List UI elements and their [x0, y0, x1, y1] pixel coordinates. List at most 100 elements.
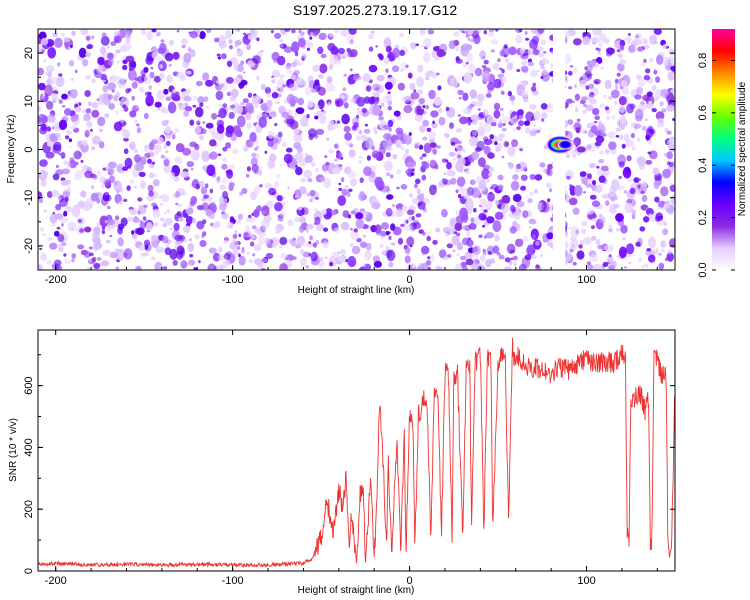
spectrogram-noise-speckle — [196, 220, 205, 230]
spectrogram-noise-speckle — [93, 262, 101, 270]
spectrogram-noise-speckle — [524, 31, 528, 35]
spectrogram-noise-speckle — [599, 33, 607, 42]
spectrogram-noise-speckle — [512, 193, 522, 203]
spectrogram-noise-speckle — [251, 225, 257, 230]
spectrogram-noise-speckle — [631, 213, 636, 218]
spectrogram-noise-speckle — [616, 255, 620, 259]
spectrogram-noise-speckle — [518, 161, 527, 171]
spectrogram-noise-speckle — [631, 209, 637, 214]
spectrogram-noise-speckle — [450, 141, 456, 146]
spectrogram-noise-speckle — [521, 60, 528, 66]
spectrogram-noise-speckle — [260, 83, 266, 90]
spectrogram-noise-speckle — [533, 124, 537, 127]
spectrogram-noise-speckle — [462, 266, 468, 270]
spectrogram-noise-speckle — [324, 155, 328, 159]
spectrogram-noise-speckle — [304, 155, 313, 164]
spectrogram-noise-speckle — [122, 59, 128, 65]
spectrogram-noise — [38, 29, 675, 270]
spectrogram-noise-speckle — [188, 238, 193, 242]
spectrogram-noise-speckle — [387, 119, 394, 128]
spectrogram-noise-speckle — [91, 146, 96, 151]
spectrogram-noise-speckle — [502, 122, 506, 127]
spectrogram-noise-speckle — [127, 33, 131, 37]
spectrogram-noise-speckle — [395, 203, 404, 211]
spectrogram-noise-speckle — [445, 159, 449, 163]
spectrogram-noise-speckle — [386, 136, 390, 141]
spectrogram-noise-speckle — [467, 29, 474, 36]
spectrogram-noise-speckle — [248, 217, 256, 223]
spectrogram-noise-speckle — [40, 123, 47, 132]
spectrogram-noise-speckle — [195, 126, 202, 135]
spectrogram-noise-speckle — [287, 118, 295, 125]
spectrogram-noise-speckle — [254, 104, 258, 109]
spectrogram-noise-speckle — [69, 88, 78, 99]
spectrogram-noise-speckle — [223, 253, 231, 260]
spectrogram-noise-speckle — [455, 210, 461, 217]
spectrogram-noise-speckle — [46, 260, 53, 265]
spectrogram-noise-speckle — [454, 223, 463, 231]
spectrogram-noise-speckle — [487, 152, 495, 159]
spectrogram-noise-speckle — [619, 117, 627, 128]
spectrogram-noise-speckle — [473, 34, 481, 45]
spectrogram-noise-speckle — [470, 38, 475, 43]
spectrogram-noise-speckle — [63, 36, 71, 43]
spectrogram-noise-speckle — [664, 257, 668, 262]
spectrogram-noise-speckle — [591, 200, 601, 207]
spectrogram-noise-speckle — [492, 62, 500, 71]
spectrogram-noise-speckle — [455, 189, 459, 194]
spectrogram-noise-speckle — [57, 247, 65, 253]
spectrogram-noise-speckle — [336, 151, 343, 160]
spectrogram-noise-speckle — [343, 73, 347, 77]
spectrogram-noise-speckle — [225, 260, 231, 264]
spectrogram-noise-speckle — [270, 29, 274, 34]
spectrogram-noise-speckle — [386, 172, 391, 177]
spectrogram-noise-speckle — [589, 194, 597, 200]
spectrogram-noise-speckle — [547, 198, 551, 203]
spectrogram-noise-speckle — [449, 77, 459, 88]
spectrogram-noise-speckle — [492, 220, 502, 233]
spectrogram-noise-speckle — [129, 141, 136, 150]
spectrogram-noise-speckle — [627, 41, 631, 44]
spectrogram-noise-speckle — [640, 62, 647, 67]
spectrogram-noise-speckle — [192, 95, 198, 101]
spectrogram-noise-speckle — [397, 82, 406, 91]
snr-y-tick-label: 600 — [23, 376, 35, 394]
spectrogram-noise-speckle — [329, 261, 334, 267]
spectrogram-noise-speckle — [636, 74, 642, 80]
spectrogram-noise-speckle — [642, 38, 648, 45]
spectrogram-noise-speckle — [349, 68, 353, 72]
spectrogram-noise-speckle — [150, 256, 156, 261]
snr-x-axis-label: Height of straight line (km) — [298, 585, 415, 596]
spectrogram-noise-speckle — [510, 180, 520, 191]
spectrogram-noise-speckle — [338, 164, 343, 167]
spectrogram-noise-speckle — [190, 195, 198, 205]
spectrogram-noise-speckle — [38, 263, 44, 270]
spectrogram-noise-speckle — [264, 182, 272, 189]
spectrogram-noise-speckle — [414, 114, 423, 122]
spectrogram-noise-speckle — [149, 172, 154, 179]
spectrogram-noise-speckle — [163, 159, 170, 167]
spectrogram-noise-speckle — [595, 135, 605, 143]
colorbar-tick-label: 0.6 — [697, 105, 709, 120]
spectrogram-noise-speckle — [591, 225, 595, 230]
spectrogram-noise-speckle — [582, 237, 592, 245]
spectrogram-noise-speckle — [333, 227, 340, 234]
spectrogram-noise-speckle — [146, 102, 151, 106]
spectrogram-noise-speckle — [239, 191, 244, 196]
spectrogram-noise-speckle — [321, 209, 327, 216]
spectrogram-noise-speckle — [251, 152, 257, 158]
spectrogram-noise-speckle — [250, 157, 258, 166]
spectrogram-noise-speckle — [61, 168, 70, 175]
spectrogram-noise-speckle — [322, 241, 329, 249]
spectrogram-noise-speckle — [338, 47, 345, 55]
spectrogram-noise-speckle — [364, 123, 369, 127]
spectrogram-noise-speckle — [187, 243, 195, 252]
spectrogram-noise-speckle — [349, 39, 354, 44]
spectrogram-noise-speckle — [488, 251, 492, 255]
spectrogram-noise-speckle — [588, 93, 595, 98]
spectrogram-noise-speckle — [197, 96, 205, 105]
spectrogram-noise-speckle — [101, 229, 106, 235]
spectrogram-noise-speckle — [411, 216, 415, 221]
spectrogram-noise-speckle — [290, 239, 297, 247]
spectrogram-noise-speckle — [419, 125, 426, 133]
